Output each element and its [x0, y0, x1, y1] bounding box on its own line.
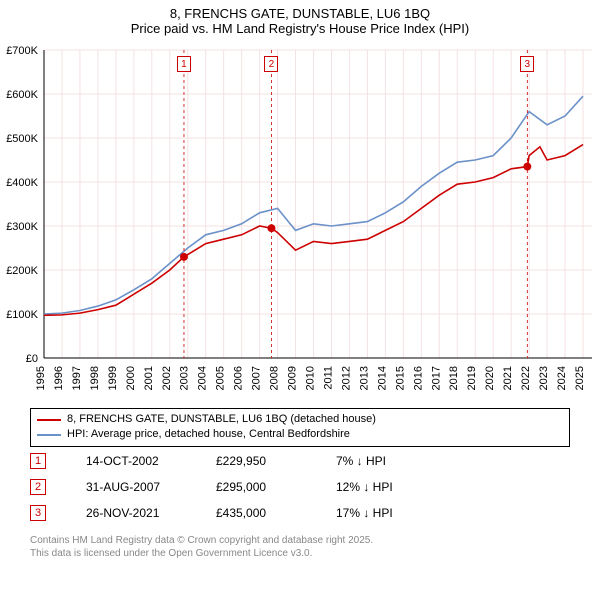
sale-date: 31-AUG-2007 [86, 480, 216, 494]
chart-marker-badge: 3 [520, 56, 534, 72]
table-row: 1 14-OCT-2002 £229,950 7% ↓ HPI [30, 448, 456, 474]
svg-text:1998: 1998 [89, 366, 101, 390]
title-subtitle: Price paid vs. HM Land Registry's House … [0, 21, 600, 36]
sale-diff: 17% ↓ HPI [336, 506, 456, 520]
svg-text:£500K: £500K [6, 133, 38, 145]
svg-text:2008: 2008 [269, 366, 281, 390]
svg-text:2012: 2012 [340, 366, 352, 390]
svg-text:2021: 2021 [502, 366, 514, 390]
svg-text:2022: 2022 [520, 366, 532, 390]
svg-text:2006: 2006 [233, 366, 245, 390]
sale-marker-badge: 1 [30, 453, 46, 469]
sales-table: 1 14-OCT-2002 £229,950 7% ↓ HPI 2 31-AUG… [30, 448, 456, 526]
legend-item: HPI: Average price, detached house, Cent… [37, 427, 563, 442]
svg-text:2011: 2011 [322, 366, 334, 390]
svg-text:2009: 2009 [287, 366, 299, 390]
svg-text:2002: 2002 [161, 366, 173, 390]
page-root: 8, FRENCHS GATE, DUNSTABLE, LU6 1BQ Pric… [0, 0, 600, 590]
svg-text:£0: £0 [26, 353, 38, 365]
chart-area: £0 £100K £200K £300K £400K £500K £600K £700K 199… [0, 44, 600, 400]
svg-text:£100K: £100K [6, 309, 38, 321]
sale-diff: 12% ↓ HPI [336, 480, 456, 494]
legend-box: 8, FRENCHS GATE, DUNSTABLE, LU6 1BQ (det… [30, 408, 570, 447]
svg-text:2015: 2015 [394, 366, 406, 390]
footer-line: Contains HM Land Registry data © Crown c… [30, 534, 373, 547]
sale-marker-badge: 2 [30, 479, 46, 495]
legend-label: HPI: Average price, detached house, Cent… [67, 427, 350, 442]
sale-date: 26-NOV-2021 [86, 506, 216, 520]
svg-text:1996: 1996 [53, 366, 65, 390]
footer-attribution: Contains HM Land Registry data © Crown c… [30, 534, 373, 560]
svg-text:2025: 2025 [574, 366, 586, 390]
svg-text:2010: 2010 [305, 366, 317, 390]
svg-text:2024: 2024 [556, 366, 568, 390]
svg-text:2020: 2020 [484, 366, 496, 390]
svg-text:2003: 2003 [179, 366, 191, 390]
svg-text:2007: 2007 [251, 366, 263, 390]
legend-item: 8, FRENCHS GATE, DUNSTABLE, LU6 1BQ (det… [37, 412, 563, 427]
svg-text:2017: 2017 [430, 366, 442, 390]
footer-line: This data is licensed under the Open Gov… [30, 547, 373, 560]
svg-text:£700K: £700K [6, 45, 38, 57]
svg-text:£600K: £600K [6, 89, 38, 101]
svg-text:2000: 2000 [125, 366, 137, 390]
table-row: 3 26-NOV-2021 £435,000 17% ↓ HPI [30, 500, 456, 526]
svg-text:£400K: £400K [6, 177, 38, 189]
svg-text:£200K: £200K [6, 265, 38, 277]
svg-text:2005: 2005 [215, 366, 227, 390]
svg-text:£300K: £300K [6, 221, 38, 233]
svg-text:2013: 2013 [358, 366, 370, 390]
svg-text:1995: 1995 [35, 366, 47, 390]
chart-marker-badge: 2 [264, 56, 278, 72]
legend-swatch [37, 434, 61, 436]
sale-price: £295,000 [216, 480, 336, 494]
chart-marker-badge: 1 [177, 56, 191, 72]
svg-text:2019: 2019 [466, 366, 478, 390]
legend-swatch [37, 419, 61, 421]
svg-text:2023: 2023 [538, 366, 550, 390]
svg-text:1999: 1999 [107, 366, 119, 390]
sale-diff: 7% ↓ HPI [336, 454, 456, 468]
sale-price: £435,000 [216, 506, 336, 520]
svg-text:2016: 2016 [412, 366, 424, 390]
sale-price: £229,950 [216, 454, 336, 468]
svg-text:1997: 1997 [71, 366, 83, 390]
sale-marker-badge: 3 [30, 505, 46, 521]
svg-text:2004: 2004 [197, 366, 209, 390]
sale-date: 14-OCT-2002 [86, 454, 216, 468]
svg-text:2001: 2001 [143, 366, 155, 390]
title-address: 8, FRENCHS GATE, DUNSTABLE, LU6 1BQ [0, 6, 600, 21]
svg-text:2014: 2014 [376, 366, 388, 390]
table-row: 2 31-AUG-2007 £295,000 12% ↓ HPI [30, 474, 456, 500]
legend-label: 8, FRENCHS GATE, DUNSTABLE, LU6 1BQ (det… [67, 412, 376, 427]
line-chart: £0 £100K £200K £300K £400K £500K £600K £700K 199… [0, 44, 600, 400]
chart-title: 8, FRENCHS GATE, DUNSTABLE, LU6 1BQ Pric… [0, 0, 600, 36]
svg-text:2018: 2018 [448, 366, 460, 390]
